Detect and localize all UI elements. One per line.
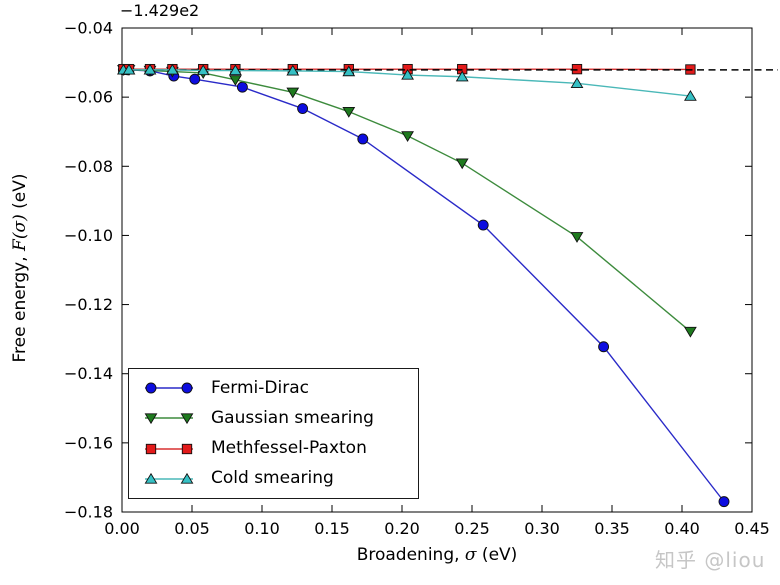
legend-sample-circle-icon <box>145 382 193 394</box>
marker-triangle-down <box>229 75 242 86</box>
marker-triangle-up <box>342 65 356 77</box>
marker-triangle-up <box>143 63 157 75</box>
x-axis-label: Broadening, σ (eV) <box>357 545 518 565</box>
marker-triangle-up <box>122 63 136 75</box>
x-tick-label: 0.40 <box>664 519 700 538</box>
marker-triangle-up <box>229 64 242 76</box>
y-tick-label: −0.14 <box>64 364 113 383</box>
marker-triangle-up <box>166 63 179 75</box>
y-axis-label: Free energy, F(σ) (eV) <box>10 174 30 363</box>
legend-item-fermi-dirac: Fermi-Dirac <box>129 375 418 401</box>
y-tick-label: −0.18 <box>64 503 113 522</box>
marker-triangle-up <box>570 77 584 88</box>
marker-triangle-down <box>180 413 194 425</box>
series-gaussian-smearing-line <box>123 69 691 333</box>
x-tick-label: 0.30 <box>524 519 560 538</box>
marker-triangle-up <box>684 90 697 101</box>
marker-triangle-up <box>455 70 469 82</box>
x-tick-label: 0.15 <box>314 519 350 538</box>
x-tick-label: 0.35 <box>594 519 630 538</box>
marker-triangle-up <box>180 472 194 484</box>
marker-square <box>145 443 157 454</box>
marker-square <box>181 443 193 454</box>
legend-label: Fermi-Dirac <box>211 377 309 398</box>
marker-circle <box>189 73 201 85</box>
x-tick-label: 0.25 <box>454 519 490 538</box>
marker-circle <box>357 133 369 145</box>
marker-triangle-down <box>342 107 356 118</box>
watermark: 知乎 @liou <box>655 548 766 572</box>
x-tick-label: 0.05 <box>174 519 210 538</box>
legend-label: Gaussian smearing <box>211 407 374 428</box>
marker-circle <box>236 81 248 93</box>
marker-triangle-down <box>455 158 469 170</box>
marker-circle <box>718 496 730 508</box>
marker-triangle-up <box>286 64 300 76</box>
legend-label: Methfessel-Paxton <box>211 438 367 459</box>
legend: Fermi-Dirac Gaussian smearing Methfessel… <box>128 368 419 499</box>
x-axis-label-units: (eV) <box>476 545 518 565</box>
y-tick-label: −0.04 <box>64 19 113 38</box>
y-axis-label-math: F(σ) <box>10 214 30 251</box>
marker-circle <box>297 103 309 115</box>
y-axis-offset-text: −1.429e2 <box>120 1 200 20</box>
marker-triangle-down <box>570 232 584 243</box>
marker-triangle-down <box>286 87 300 99</box>
x-tick-label: 0.10 <box>244 519 280 538</box>
y-tick-label: −0.12 <box>64 295 113 314</box>
marker-circle <box>477 219 489 231</box>
marker-circle <box>181 382 193 394</box>
legend-label: Cold smearing <box>211 468 334 489</box>
x-axis-label-math: σ <box>464 545 477 565</box>
y-tick-label: −0.10 <box>64 226 113 245</box>
y-tick-label: −0.06 <box>64 88 113 107</box>
legend-item-gaussian-smearing: Gaussian smearing <box>129 405 418 431</box>
marker-triangle-up <box>196 64 210 76</box>
y-axis-label-units: (eV) <box>10 173 30 215</box>
x-axis-label-text: Broadening, <box>356 545 465 565</box>
axes-frame <box>121 27 753 513</box>
marker-circle <box>598 341 610 353</box>
x-tick-label: 0.20 <box>384 519 420 538</box>
legend-item-methfessel-paxton: Methfessel-Paxton <box>129 436 418 462</box>
marker-triangle-up <box>401 68 414 80</box>
y-tick-label: −0.16 <box>64 433 113 452</box>
legend-sample-triangle-down-icon <box>144 413 194 425</box>
x-tick-label: 0.45 <box>734 519 770 538</box>
y-tick-label: −0.08 <box>64 157 113 176</box>
legend-sample-triangle-up-icon <box>144 472 194 484</box>
marker-triangle-down <box>684 326 697 338</box>
x-tick-label: 0.00 <box>104 519 140 538</box>
marker-triangle-up <box>144 472 158 484</box>
y-axis-label-text: Free energy, <box>10 250 30 363</box>
marker-triangle-down <box>401 131 414 142</box>
legend-item-cold-smearing: Cold smearing <box>129 466 418 492</box>
marker-triangle-down <box>144 413 158 425</box>
legend-sample-square-icon <box>145 443 193 454</box>
marker-circle <box>145 382 157 394</box>
